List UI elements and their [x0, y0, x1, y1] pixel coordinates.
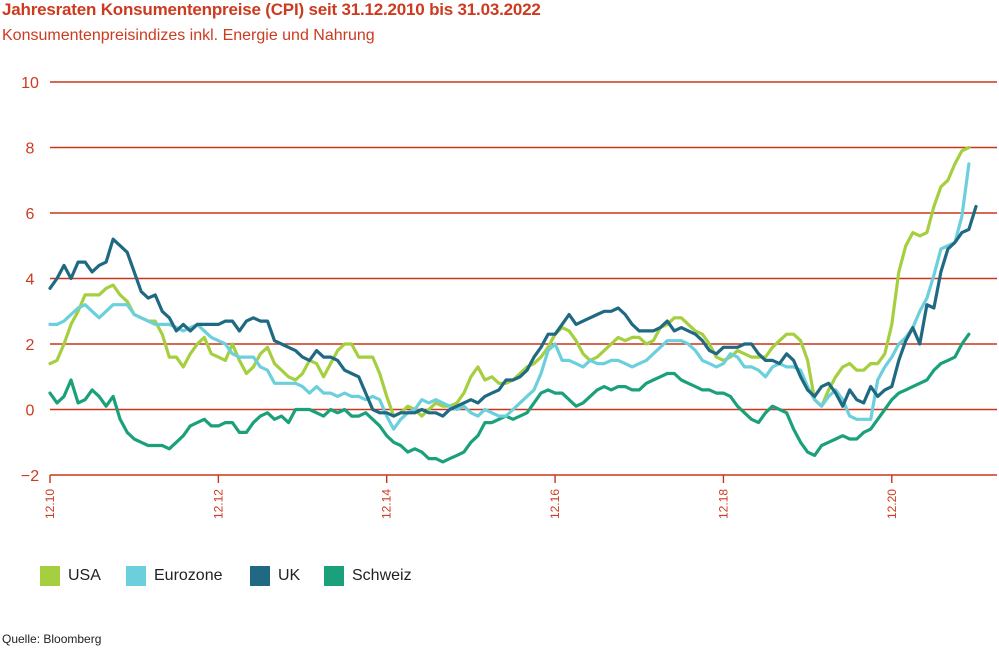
x-tick-label: 12.18: [716, 489, 730, 519]
series-line-schweiz: [48, 332, 971, 464]
x-tick-label: 12.12: [211, 489, 225, 519]
y-tick-label: 10: [21, 75, 39, 92]
series-line-uk: [48, 204, 978, 418]
legend-swatch-usa: [40, 566, 60, 586]
series-line-usa: [48, 145, 971, 418]
series-line-eurozone: [48, 162, 971, 431]
legend-swatch-uk: [250, 566, 270, 586]
chart-title: Jahresraten Konsumentenpreise (CPI) seit…: [2, 0, 541, 19]
x-tick-label: 12.10: [43, 489, 57, 519]
legend-item-schweiz: Schweiz: [324, 566, 412, 586]
line-chart: −2 0 2 4 6 8 10 12.10 12.12 12.14 12.16 12.18 12.20: [21, 75, 997, 519]
legend-label-eurozone: Eurozone: [154, 567, 223, 584]
legend-swatch-schweiz: [324, 566, 344, 586]
y-tick-label: 6: [26, 206, 35, 223]
x-tick-label: 12.16: [548, 489, 562, 519]
x-tick-label: 12.14: [380, 489, 394, 519]
legend-item-eurozone: Eurozone: [126, 566, 223, 586]
legend-item-uk: UK: [250, 566, 300, 586]
y-tick-label: 4: [26, 272, 35, 289]
x-tick-label: 12.20: [885, 489, 899, 519]
y-tick-label: −2: [21, 468, 39, 485]
legend-swatch-eurozone: [126, 566, 146, 586]
source-note: Quelle: Bloomberg: [2, 632, 102, 646]
legend-label-schweiz: Schweiz: [352, 567, 412, 584]
y-tick-label: 2: [26, 337, 35, 354]
legend-label-uk: UK: [278, 567, 301, 584]
legend-item-usa: USA: [40, 566, 101, 586]
y-tick-label: 8: [26, 141, 35, 158]
y-tick-label: 0: [26, 403, 35, 420]
legend-label-usa: USA: [68, 567, 101, 584]
legend: USA Eurozone UK Schweiz: [0, 566, 999, 588]
chart-subtitle: Konsumentenpreisindizes inkl. Energie un…: [2, 27, 375, 44]
